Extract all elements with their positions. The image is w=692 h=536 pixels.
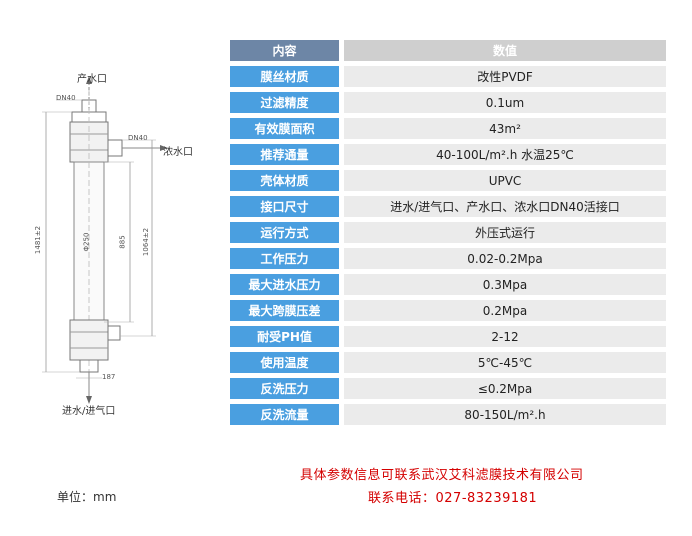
body-diameter-dimension: Φ250	[82, 232, 91, 252]
side-dn-dimension: DN40	[128, 134, 148, 142]
table-row: 最大进水压力 0.3Mpa	[230, 274, 666, 300]
table-row: 有效膜面积 43m²	[230, 118, 666, 144]
contact-phone: 联系电话：027-83239181	[368, 491, 538, 506]
row-key: 膜丝材质	[230, 66, 339, 87]
header-key-cell: 内容	[230, 40, 339, 61]
row-key: 使用温度	[230, 352, 339, 373]
table-row: 运行方式 外压式运行	[230, 222, 666, 248]
row-key: 最大进水压力	[230, 274, 339, 295]
contact-company: 具体参数信息可联系武汉艾科滤膜技术有限公司	[300, 468, 584, 483]
row-value: 40-100L/m².h 水温25℃	[344, 144, 666, 165]
row-key: 壳体材质	[230, 170, 339, 191]
table-row: 反洗流量 80-150L/m².h	[230, 404, 666, 430]
spec-table: 内容 数值 膜丝材质 改性PVDF 过滤精度 0.1um 有效膜面积 43m² …	[230, 40, 666, 430]
unit-note: 单位：mm	[57, 490, 117, 504]
row-key: 运行方式	[230, 222, 339, 243]
row-value: 0.02-0.2Mpa	[344, 248, 666, 269]
table-header-row: 内容 数值	[230, 40, 666, 66]
row-value: 2-12	[344, 326, 666, 347]
top-dn-dimension: DN40	[56, 94, 76, 102]
row-value: 5℃-45℃	[344, 352, 666, 373]
bottom-dimension: 187	[102, 373, 116, 381]
row-key: 有效膜面积	[230, 118, 339, 139]
row-value: 外压式运行	[344, 222, 666, 243]
inlet-label: 进水/进气口	[62, 406, 116, 417]
header-value-cell: 数值	[344, 40, 666, 61]
row-value: 改性PVDF	[344, 66, 666, 87]
outlet-label: 产水口	[77, 74, 107, 85]
table-row: 反洗压力 ≤0.2Mpa	[230, 378, 666, 404]
row-key: 过滤精度	[230, 92, 339, 113]
row-value: 0.2Mpa	[344, 300, 666, 321]
concentrate-label: 浓水口	[163, 147, 193, 158]
table-row: 最大跨膜压差 0.2Mpa	[230, 300, 666, 326]
table-row: 接口尺寸 进水/进气口、产水口、浓水口DN40活接口	[230, 196, 666, 222]
table-row: 推荐通量 40-100L/m².h 水温25℃	[230, 144, 666, 170]
row-key: 耐受PH值	[230, 326, 339, 347]
row-value: 0.3Mpa	[344, 274, 666, 295]
row-value: 0.1um	[344, 92, 666, 113]
table-row: 耐受PH值 2-12	[230, 326, 666, 352]
row-value: ≤0.2Mpa	[344, 378, 666, 399]
table-row: 膜丝材质 改性PVDF	[230, 66, 666, 92]
table-row: 壳体材质 UPVC	[230, 170, 666, 196]
row-value: UPVC	[344, 170, 666, 191]
total-length-dimension: 1481±2	[34, 225, 43, 255]
table-row: 工作压力 0.02-0.2Mpa	[230, 248, 666, 274]
row-key: 最大跨膜压差	[230, 300, 339, 321]
row-key: 反洗压力	[230, 378, 339, 399]
row-value: 43m²	[344, 118, 666, 139]
row-key: 反洗流量	[230, 404, 339, 425]
row-key: 推荐通量	[230, 144, 339, 165]
inner-length-dimension: 885	[118, 235, 127, 249]
table-row: 过滤精度 0.1um	[230, 92, 666, 118]
row-key: 接口尺寸	[230, 196, 339, 217]
membrane-module-drawing: 产水口 DN40 DN40 浓水口 1481±2 Φ250 885 1064±2…	[0, 0, 230, 460]
table-row: 使用温度 5℃-45℃	[230, 352, 666, 378]
module-length-dimension: 1064±2	[142, 227, 151, 257]
row-key: 工作压力	[230, 248, 339, 269]
row-value: 80-150L/m².h	[344, 404, 666, 425]
module-outline-svg	[42, 76, 168, 404]
row-value: 进水/进气口、产水口、浓水口DN40活接口	[344, 196, 666, 217]
